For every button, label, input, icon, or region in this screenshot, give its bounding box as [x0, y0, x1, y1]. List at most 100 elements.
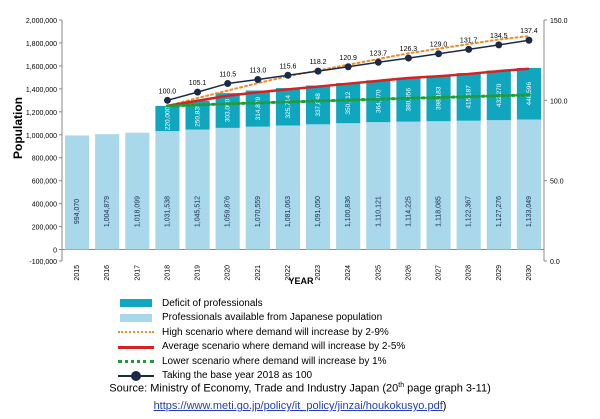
x-tick-label: 2030 [526, 265, 533, 281]
line-lower [165, 93, 531, 108]
legend-label-average: Average scenario where demand will incre… [162, 341, 406, 353]
source-url-line: https://www.meti.go.jp/policy/it_policy/… [0, 400, 600, 412]
bar-available-label: 1,045,512 [195, 196, 202, 227]
bar-available-label: 1,059,876 [225, 196, 232, 227]
bar-available [125, 132, 150, 250]
x-tick-label: 2024 [345, 265, 352, 281]
index-marker [374, 58, 382, 66]
y-tick-label: 1,600,000 [26, 64, 57, 71]
legend-label-index: Taking the base year 2018 as 100 [162, 370, 313, 382]
line-average [167, 67, 530, 108]
legend-label-lower: Lower scenario where demand will increas… [162, 355, 387, 367]
source-line: Source: Ministry of Economy, Trade and I… [0, 382, 600, 395]
legend-swatch-deficit [118, 297, 154, 309]
bar-available-label: 1,133,049 [526, 196, 533, 227]
index-marker [224, 79, 232, 87]
legend: Deficit of professionals Professionals a… [118, 296, 538, 383]
index-label: 120.9 [339, 55, 357, 62]
legend-swatch-average [118, 341, 154, 353]
bar-available [245, 126, 270, 250]
x-tick-label: 2021 [255, 265, 262, 281]
x-tick-label: 2022 [285, 265, 292, 281]
x-tick-label: 2028 [466, 265, 473, 281]
bar-available [426, 121, 451, 250]
bar-available [155, 131, 180, 250]
bar-deficit [155, 105, 180, 132]
plot-area: 2,000,000 1,800,000 1,600,000 1,400,000 1,20… [26, 18, 568, 281]
legend-label-high: High scenario where demand will increase… [162, 326, 389, 338]
bar-deficit [245, 90, 270, 127]
index-marker [314, 67, 322, 75]
source-url-close: ) [442, 400, 447, 412]
bar-deficit-label: 325,714 [285, 95, 292, 119]
source-link[interactable]: https://www.meti.go.jp/policy/it_policy/… [153, 400, 443, 412]
index-label: 123.7 [370, 50, 388, 57]
bar-deficit [396, 77, 421, 122]
bar-available [396, 121, 421, 250]
bar-deficit [215, 93, 240, 128]
index-label: 100.0 [159, 88, 177, 95]
index-label: 118.2 [310, 59, 327, 66]
index-label: 129.0 [430, 42, 448, 49]
index-marker [344, 63, 352, 71]
source-text-pre: Source: Ministry of Economy, Trade and I… [109, 382, 399, 395]
y2-tick-label: 0.0 [550, 259, 560, 266]
bar-deficit [275, 88, 300, 126]
legend-item-deficit: Deficit of professionals [118, 296, 538, 311]
x-tick-label: 2029 [496, 265, 503, 281]
y-tick-label: -100,000 [29, 259, 57, 266]
bar-available [306, 124, 331, 250]
index-label: 134.5 [490, 33, 508, 40]
index-label: 126.3 [400, 46, 418, 53]
y-tick-label: 1,000,000 [26, 133, 57, 140]
legend-item-average: Average scenario where demand will incre… [118, 340, 538, 355]
index-marker [435, 50, 443, 58]
bar-available-label: 1,100,836 [345, 196, 352, 227]
index-marker [404, 54, 412, 62]
bar-available [65, 135, 90, 250]
x-tick-label: 2025 [375, 265, 382, 281]
legend-swatch-high [118, 326, 154, 338]
bar-available-label: 1,070,559 [255, 196, 262, 227]
bar-available [456, 120, 481, 250]
bar-available [95, 134, 120, 250]
bar-deficit-label: 364,070 [375, 89, 382, 113]
bar-available-label: 1,031,538 [164, 196, 171, 227]
bar-available-label: 1,018,099 [134, 196, 141, 227]
bar-available [275, 125, 300, 250]
legend-swatch-lower [118, 355, 154, 367]
y2-tick-label: 100.0 [550, 98, 568, 105]
legend-item-index: Taking the base year 2018 as 100 [118, 369, 538, 384]
y-tick-label: 600,000 [32, 179, 57, 186]
source-text-post: page graph 3-11) [404, 382, 491, 395]
bar-deficit-label: 314,839 [255, 96, 262, 120]
bar-available-label: 1,081,063 [285, 196, 292, 227]
index-marker [163, 96, 171, 104]
legend-item-high: High scenario where demand will increase… [118, 325, 538, 340]
bar-available [215, 127, 240, 250]
bar-available-label: 1,110,121 [375, 196, 382, 227]
bar-available [486, 120, 511, 250]
index-label: 105.1 [189, 80, 207, 87]
bar-deficit-label: 250,835 [195, 103, 202, 127]
x-axis-label: YEAR [288, 276, 314, 286]
index-marker [284, 71, 292, 79]
bar-available-label: 1,004,879 [104, 196, 111, 227]
y2-tick-label: 150.0 [550, 18, 568, 25]
y-tick-label: 1,800,000 [26, 41, 57, 48]
x-tick-label: 2015 [74, 265, 81, 281]
bar-available-label: 1,122,367 [466, 196, 473, 227]
legend-label-deficit: Deficit of professionals [162, 297, 263, 309]
y-tick-label: 1,200,000 [26, 110, 57, 117]
x-tick-label: 2019 [195, 265, 202, 281]
y-tick-label: 800,000 [32, 156, 57, 163]
legend-label-available: Professionals available from Japanese po… [162, 312, 383, 324]
y-tick-label: 200,000 [32, 225, 57, 232]
y-tick-label: 1,400,000 [26, 87, 57, 94]
bar-deficit [306, 85, 331, 125]
index-marker [194, 88, 202, 96]
legend-item-lower: Lower scenario where demand will increas… [118, 354, 538, 369]
index-label: 131.7 [460, 37, 478, 44]
x-tick-label: 2023 [315, 265, 322, 281]
bar-available [516, 119, 541, 250]
